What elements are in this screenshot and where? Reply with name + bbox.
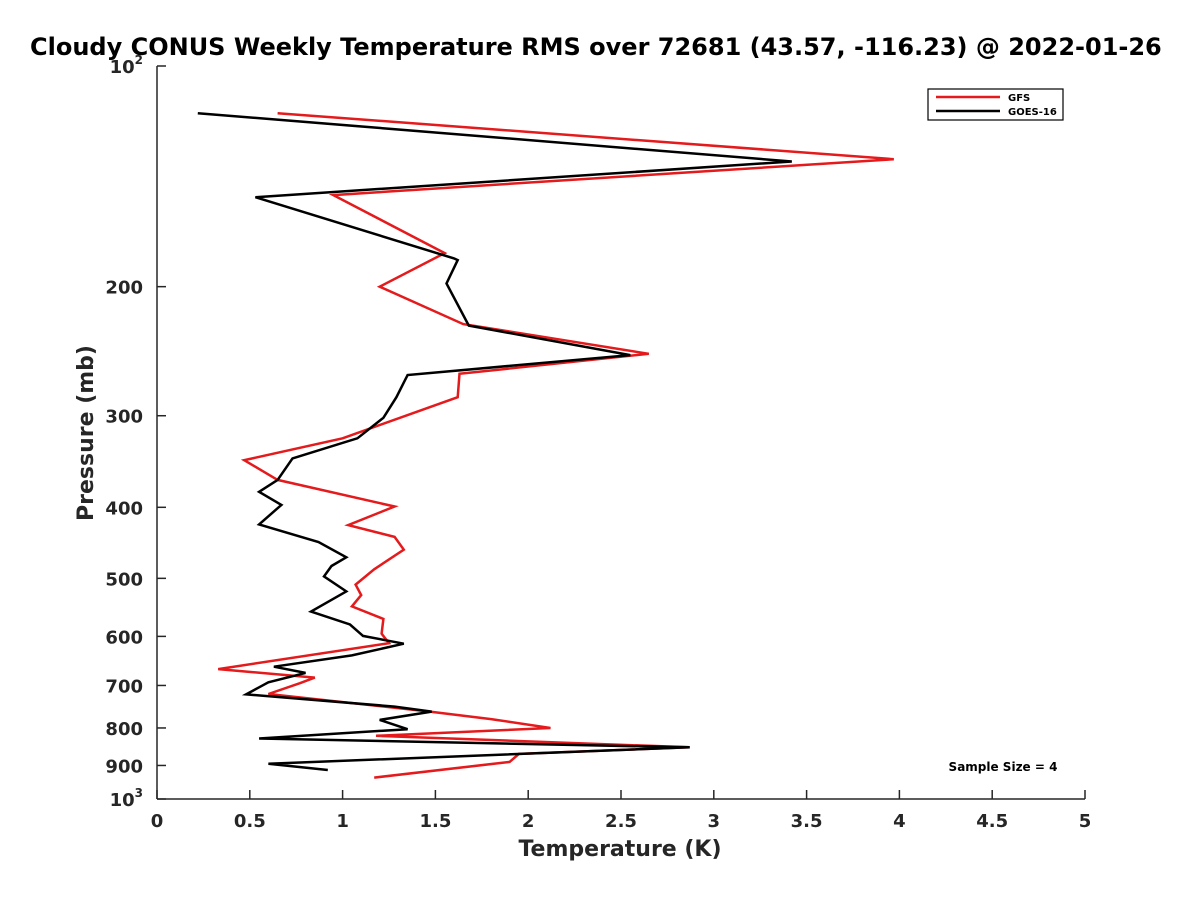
x-tick-label: 4.5: [976, 811, 1008, 832]
y-tick-label: 400: [105, 498, 143, 519]
x-tick-label: 3: [708, 811, 721, 832]
x-tick-label: 3.5: [791, 811, 823, 832]
series-line-gfs: [218, 111, 894, 779]
y-tick-label: 700: [105, 676, 143, 697]
x-tick-label: 2.5: [605, 811, 637, 832]
x-axis: 0 0.5 1 1.5 2 2.5 3 3.5 4 4.5 5: [151, 790, 1092, 832]
y-tick-label: 102: [110, 53, 143, 78]
x-axis-label: Temperature (K): [518, 837, 721, 862]
y-tick-label: 200: [105, 278, 143, 299]
x-tick-label: 5: [1079, 811, 1092, 832]
y-tick-exponent: 3: [135, 786, 143, 800]
series-group: [197, 111, 894, 779]
legend-label: GFS: [1008, 93, 1030, 104]
legend-box: [927, 88, 1064, 121]
y-axis-label: Pressure (mb): [74, 345, 99, 521]
y-tick-label: 300: [105, 407, 143, 428]
chart-title: Cloudy CONUS Weekly Temperature RMS over…: [30, 33, 1162, 61]
x-tick-label: 2: [522, 811, 535, 832]
y-tick-label: 600: [105, 627, 143, 648]
y-tick-label: 103: [110, 786, 143, 811]
x-tick-label: 1: [336, 811, 349, 832]
y-tick-label: 900: [105, 756, 143, 777]
y-tick-label: 800: [105, 719, 143, 740]
y-tick-base: 10: [110, 57, 135, 78]
x-tick-label: 1.5: [419, 811, 451, 832]
x-tick-label: 0: [151, 811, 164, 832]
y-tick-base: 10: [110, 790, 135, 811]
legend-label: GOES-16: [1008, 107, 1057, 118]
series-line-goes-16: [197, 111, 792, 772]
y-tick-exponent: 2: [135, 53, 143, 67]
x-tick-label: 4: [893, 811, 906, 832]
y-tick-label: 500: [105, 569, 143, 590]
x-tick-label: 0.5: [234, 811, 266, 832]
sample-size-annotation: Sample Size = 4: [949, 760, 1058, 774]
legend: GFS GOES-16: [927, 88, 1064, 121]
